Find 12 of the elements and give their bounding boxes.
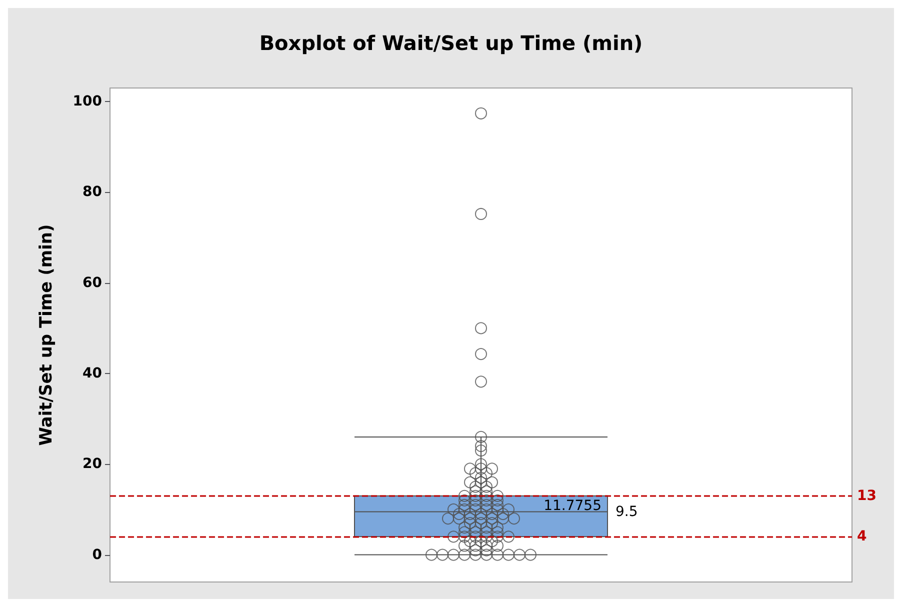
y-tick-label: 60 xyxy=(82,274,102,291)
ref-line-label: 13 xyxy=(857,488,876,504)
annotation: 11.7755 xyxy=(544,498,602,514)
chart-title: Boxplot of Wait/Set up Time (min) xyxy=(259,31,643,55)
y-tick-label: 0 xyxy=(92,546,102,563)
y-tick-label: 20 xyxy=(82,456,102,472)
y-tick-label: 100 xyxy=(72,94,102,110)
ref-line-label: 4 xyxy=(857,528,867,545)
y-axis-title: Wait/Set up Time (min) xyxy=(36,224,56,446)
annotation: 9.5 xyxy=(616,504,638,520)
y-tick-label: 80 xyxy=(82,184,102,200)
y-tick-label: 40 xyxy=(82,366,102,382)
